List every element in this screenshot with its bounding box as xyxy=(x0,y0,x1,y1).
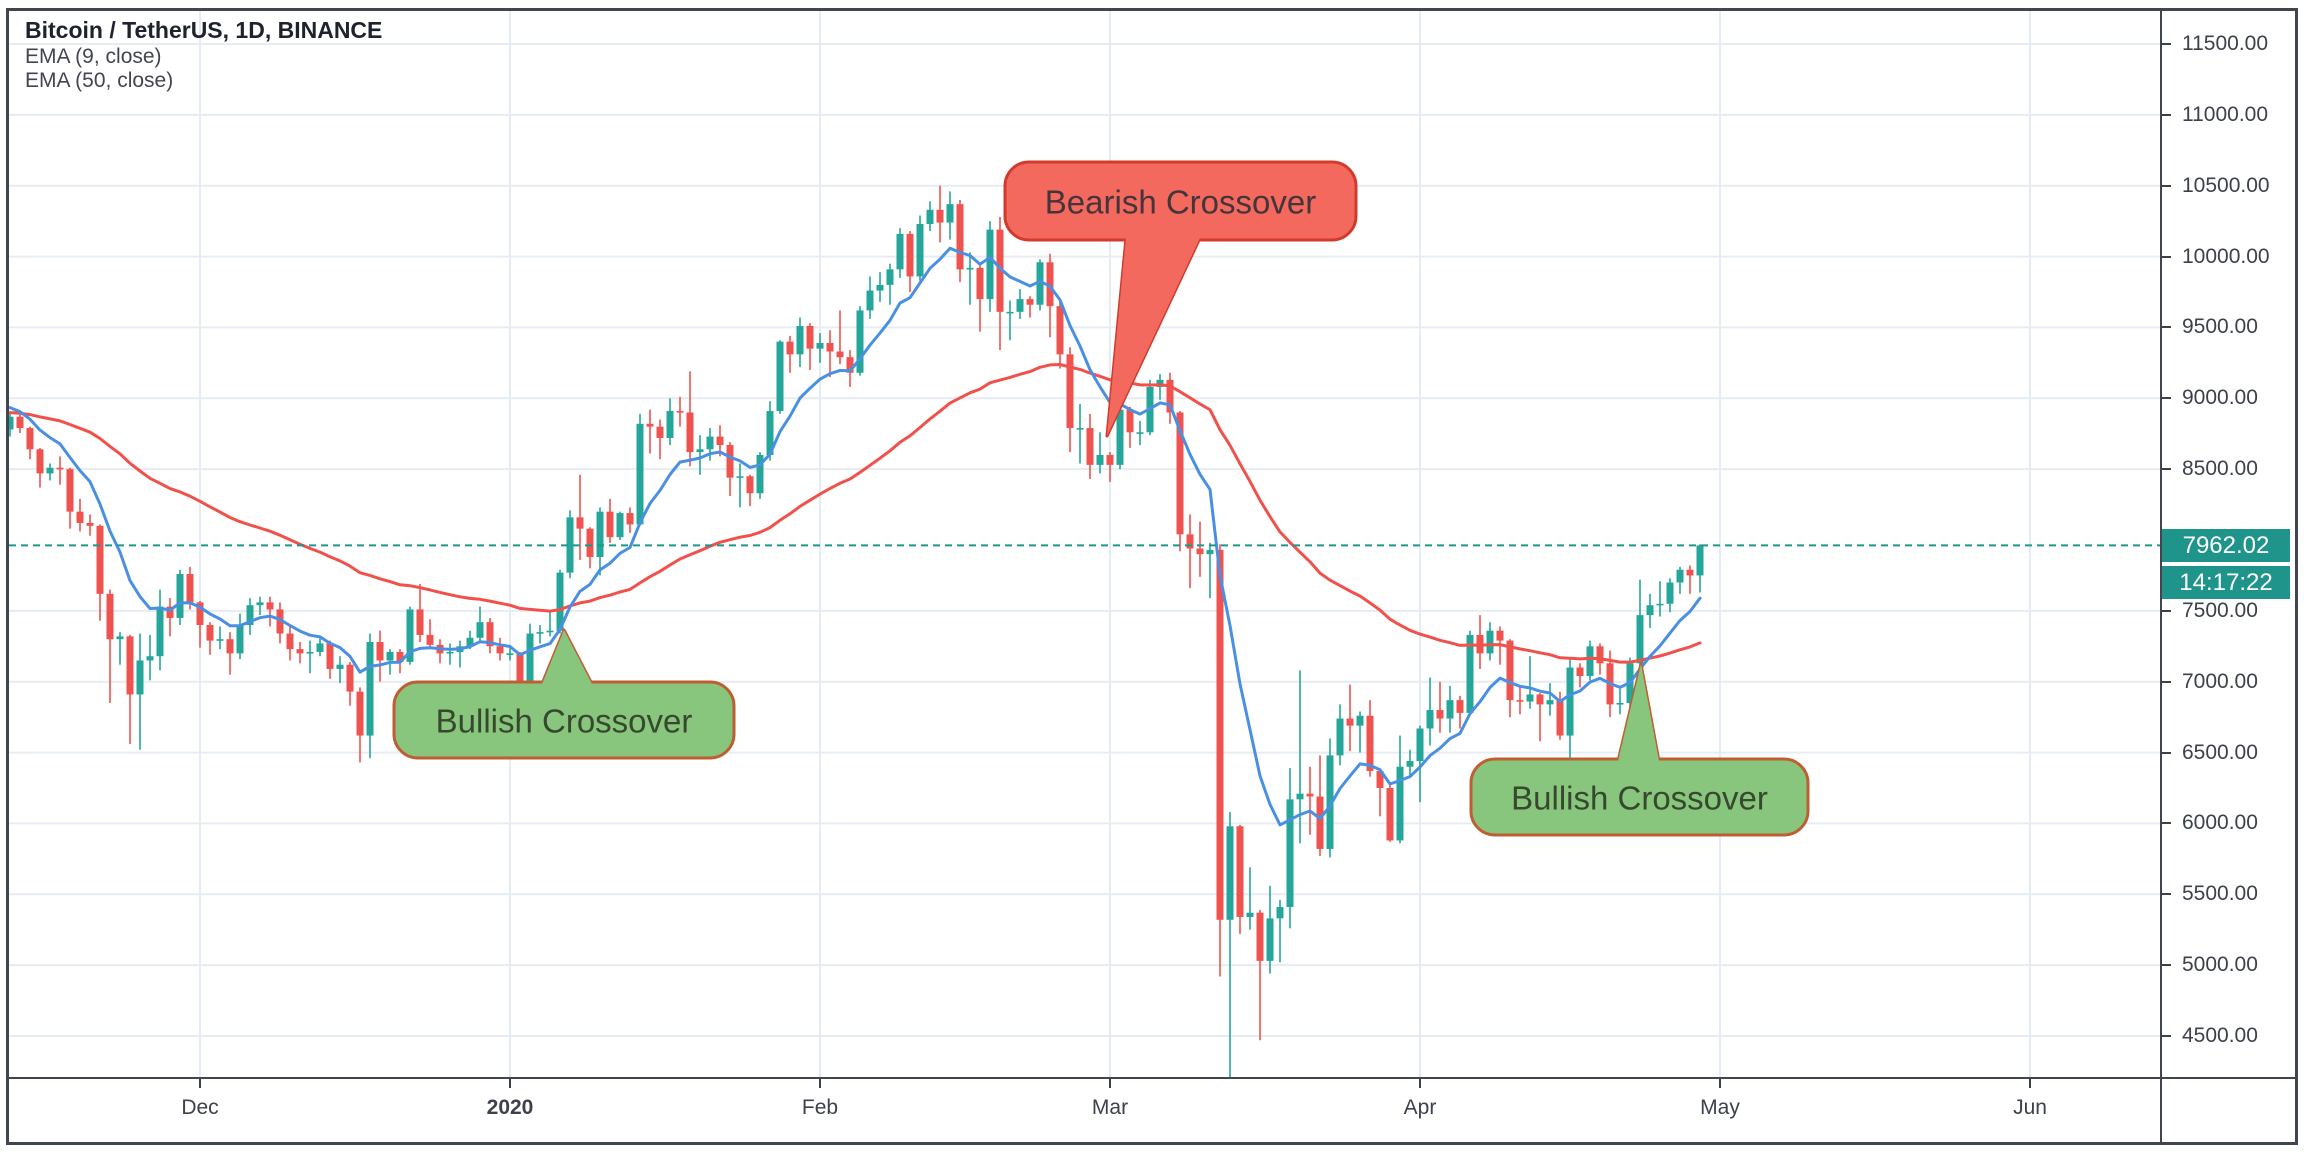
price-tick xyxy=(2162,751,2171,754)
price-tick xyxy=(2162,609,2171,612)
annotation-bullish-crossover-1[interactable]: Bullish Crossover xyxy=(392,628,736,760)
price-tick xyxy=(2162,397,2171,400)
price-tick xyxy=(2162,468,2171,471)
symbol-title[interactable]: Bitcoin / TetherUS, 1D, BINANCE xyxy=(25,17,383,43)
price-tick-label: 9000.00 xyxy=(2182,386,2258,410)
time-tick xyxy=(1109,1079,1111,1088)
price-tick-label: 11500.00 xyxy=(2182,32,2269,55)
time-tick xyxy=(1419,1079,1421,1088)
time-tick-label: Apr xyxy=(1403,1096,1437,1119)
time-tick xyxy=(2029,1079,2031,1088)
price-tick xyxy=(2162,822,2171,825)
price-tick-label: 5500.00 xyxy=(2182,882,2258,906)
price-tick xyxy=(2162,326,2171,329)
price-tick-label: 6000.00 xyxy=(2182,811,2258,835)
price-tick-label: 9500.00 xyxy=(2182,315,2258,339)
price-tick-label: 7000.00 xyxy=(2182,669,2258,693)
price-tick xyxy=(2162,1035,2171,1037)
last-price-label[interactable]: 7962.02 xyxy=(2162,528,2290,562)
ema9-line[interactable] xyxy=(9,246,1702,827)
time-tick xyxy=(199,1079,201,1088)
price-tick-label: 7500.00 xyxy=(2182,598,2258,622)
price-tick-label: 8500.00 xyxy=(2182,457,2258,481)
price-tick xyxy=(2162,184,2171,187)
time-tick-label: Feb xyxy=(801,1096,839,1119)
price-tick xyxy=(2162,255,2171,258)
time-axis-separator[interactable] xyxy=(9,1077,2296,1079)
indicator-legend-ema9[interactable]: EMA (9, close) xyxy=(25,45,162,68)
price-tick-label: 10500.00 xyxy=(2182,173,2270,197)
price-tick xyxy=(2162,964,2171,967)
time-tick-label: Jun xyxy=(2013,1096,2047,1119)
annotation-label: Bullish Crossover xyxy=(436,703,693,740)
price-tick-label: 4500.00 xyxy=(2182,1024,2258,1047)
chart-legend: Bitcoin / TetherUS, 1D, BINANCE EMA (9, … xyxy=(25,16,382,93)
time-tick-label: Dec xyxy=(181,1096,219,1119)
time-tick xyxy=(1719,1079,1721,1088)
time-tick-label: May xyxy=(1700,1096,1740,1119)
price-tick xyxy=(2162,43,2171,45)
annotation-bullish-crossover-2[interactable]: Bullish Crossover xyxy=(1469,662,1810,837)
bar-countdown-label: 14:17:22 xyxy=(2162,566,2290,600)
price-tick xyxy=(2162,113,2171,116)
annotation-label: Bullish Crossover xyxy=(1511,780,1768,817)
price-tick-label: 11000.00 xyxy=(2182,102,2269,126)
price-axis-separator[interactable] xyxy=(2160,11,2162,1143)
time-tick-label: Mar xyxy=(1091,1096,1129,1119)
price-tick xyxy=(2162,680,2171,683)
price-tick xyxy=(2162,893,2171,896)
annotation-label: Bearish Crossover xyxy=(1045,184,1316,221)
candles-series[interactable] xyxy=(7,185,1704,1077)
time-tick xyxy=(509,1079,511,1088)
price-tick-label: 5000.00 xyxy=(2182,953,2258,977)
price-axis[interactable]: 11500.00 11000.00 10500.00 10000.00 9500.00 9… xyxy=(2162,11,2295,1077)
time-tick-label: 2020 xyxy=(486,1096,534,1119)
ema50-line[interactable] xyxy=(9,363,1702,664)
price-tick-label: 10000.00 xyxy=(2182,244,2270,268)
gridlines xyxy=(9,11,2160,1077)
price-tick-label: 6500.00 xyxy=(2182,740,2258,764)
time-axis[interactable]: Dec 2020 Feb Mar Apr May Jun xyxy=(9,1079,2295,1143)
annotation-bearish-crossover[interactable]: Bearish Crossover xyxy=(1003,160,1358,438)
time-tick xyxy=(819,1079,821,1088)
indicator-legend-ema50[interactable]: EMA (50, close) xyxy=(25,69,174,92)
